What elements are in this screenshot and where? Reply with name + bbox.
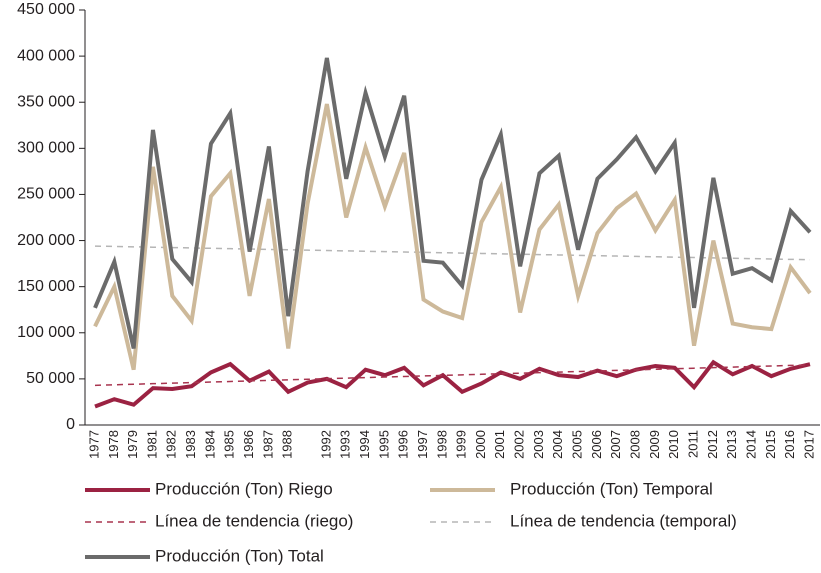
x-tick-label: 1995 bbox=[376, 430, 391, 459]
y-tick-label: 200 000 bbox=[17, 232, 75, 249]
x-tick-label: 1986 bbox=[241, 430, 256, 459]
x-tick-label: 1988 bbox=[280, 430, 295, 459]
x-tick-label: 2001 bbox=[492, 430, 507, 459]
x-tick-label: 2010 bbox=[666, 430, 681, 459]
x-tick-label: 2013 bbox=[724, 430, 739, 459]
trend-line bbox=[94, 245, 811, 261]
x-tick-label: 2000 bbox=[473, 430, 488, 459]
x-tick-label: 2017 bbox=[801, 430, 816, 459]
x-tick-label: 2011 bbox=[685, 430, 700, 458]
x-tick-label: 2016 bbox=[782, 430, 797, 459]
x-tick-label: 2006 bbox=[589, 430, 604, 459]
x-tick-label: 2012 bbox=[705, 430, 720, 459]
x-tick-label: 2014 bbox=[743, 430, 758, 459]
trend-line bbox=[94, 364, 811, 387]
x-tick-label: 1977 bbox=[86, 430, 101, 459]
x-tick-label: 2009 bbox=[647, 430, 662, 459]
y-tick-label: 250 000 bbox=[17, 186, 75, 203]
x-tick-label: 2007 bbox=[608, 430, 623, 459]
series-line bbox=[93, 57, 812, 349]
y-tick-label: 150 000 bbox=[17, 278, 75, 295]
x-tick-label: 1994 bbox=[357, 430, 372, 459]
x-tick-label: 2008 bbox=[628, 430, 643, 459]
x-tick-label: 1984 bbox=[202, 430, 217, 459]
x-tick-label: 2002 bbox=[512, 430, 527, 459]
x-tick-label: 1979 bbox=[125, 430, 140, 459]
x-tick-label: 1981 bbox=[144, 430, 159, 459]
x-tick-label: 2003 bbox=[531, 430, 546, 459]
x-tick-label: 1999 bbox=[454, 430, 469, 459]
series-line bbox=[94, 359, 811, 409]
x-tick-label: 1985 bbox=[222, 430, 237, 459]
legend-label: Producción (Ton) Temporal bbox=[510, 479, 713, 498]
x-tick-label: 1982 bbox=[164, 430, 179, 459]
y-tick-label: 50 000 bbox=[26, 370, 75, 387]
x-tick-label: 1993 bbox=[338, 430, 353, 459]
y-tick-label: 450 000 bbox=[17, 1, 75, 18]
x-tick-label: 1996 bbox=[396, 430, 411, 459]
y-tick-label: 400 000 bbox=[17, 47, 75, 64]
x-tick-label: 1997 bbox=[415, 430, 430, 459]
y-tick-label: 100 000 bbox=[17, 324, 75, 341]
legend-label: Línea de tendencia (temporal) bbox=[510, 511, 737, 530]
y-tick-label: 300 000 bbox=[17, 140, 75, 157]
y-tick-label: 350 000 bbox=[17, 93, 75, 110]
legend-label: Producción (Ton) Riego bbox=[155, 479, 333, 498]
x-tick-label: 1992 bbox=[318, 430, 333, 459]
y-tick-label: 0 bbox=[66, 416, 75, 433]
x-tick-label: 2004 bbox=[550, 430, 565, 459]
x-tick-label: 1998 bbox=[434, 430, 449, 459]
x-tick-label: 2005 bbox=[570, 430, 585, 459]
x-tick-label: 1978 bbox=[106, 430, 121, 459]
series-line bbox=[93, 103, 812, 371]
legend-label: Línea de tendencia (riego) bbox=[155, 511, 353, 530]
x-tick-label: 2015 bbox=[763, 430, 778, 459]
x-tick-label: 1983 bbox=[183, 430, 198, 459]
legend-label: Producción (Ton) Total bbox=[155, 546, 324, 565]
x-tick-label: 1987 bbox=[260, 430, 275, 459]
